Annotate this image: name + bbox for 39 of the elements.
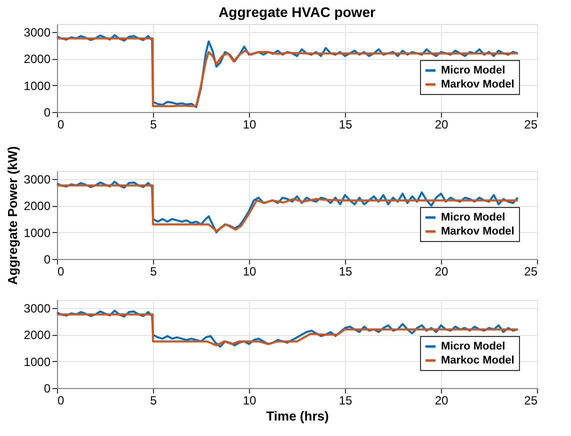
x-tick-label: 10 <box>242 264 256 278</box>
y-tick-label: 2000 <box>24 328 51 342</box>
legend-label: Markov Model <box>441 78 514 90</box>
x-tick-label: 5 <box>150 264 158 278</box>
y-tick-label: 1000 <box>24 354 51 369</box>
y-tick-label: 3000 <box>24 302 51 316</box>
y-tick-label: 1000 <box>24 226 51 240</box>
y-tick-label: 2000 <box>24 52 51 66</box>
x-tick-label: 0 <box>58 264 64 278</box>
x-tick-label: 10 <box>242 394 256 408</box>
x-axis-title: Time (hrs) <box>266 408 329 424</box>
legend-label: Micro Model <box>441 340 506 352</box>
y-tick-label: 3000 <box>24 26 51 40</box>
chart-title: Aggregate HVAC power <box>218 4 376 20</box>
x-tick-label: 5 <box>150 118 158 132</box>
legend-label: Markov Model <box>441 226 514 238</box>
x-tick-label: 25 <box>524 394 538 408</box>
x-tick-label: 25 <box>524 264 538 278</box>
y-tick-label: 2000 <box>24 199 51 214</box>
x-tick-label: 5 <box>150 394 158 408</box>
x-tick-label: 0 <box>58 118 64 132</box>
y-tick-label: 1000 <box>24 78 51 93</box>
x-tick-label: 20 <box>434 394 448 408</box>
x-tick-label: 25 <box>524 118 538 132</box>
y-tick-label: 0 <box>44 252 51 266</box>
legend-label: Markoc Model <box>441 354 514 366</box>
x-tick-label: 20 <box>434 264 448 278</box>
x-tick-label: 15 <box>338 118 352 132</box>
x-tick-label: 10 <box>242 118 256 132</box>
y-tick-label: 0 <box>44 382 51 396</box>
x-tick-label: 15 <box>338 394 352 408</box>
x-tick-label: 15 <box>338 264 352 278</box>
x-tick-label: 20 <box>434 118 448 132</box>
y-tick-label: 0 <box>44 106 51 120</box>
y-tick-label: 3000 <box>24 172 51 186</box>
legend-label: Micro Model <box>441 64 506 76</box>
x-tick-label: 0 <box>58 394 64 408</box>
y-axis-title: Aggregate Power (kW) <box>4 146 20 285</box>
legend-label: Micro Model <box>441 212 506 224</box>
